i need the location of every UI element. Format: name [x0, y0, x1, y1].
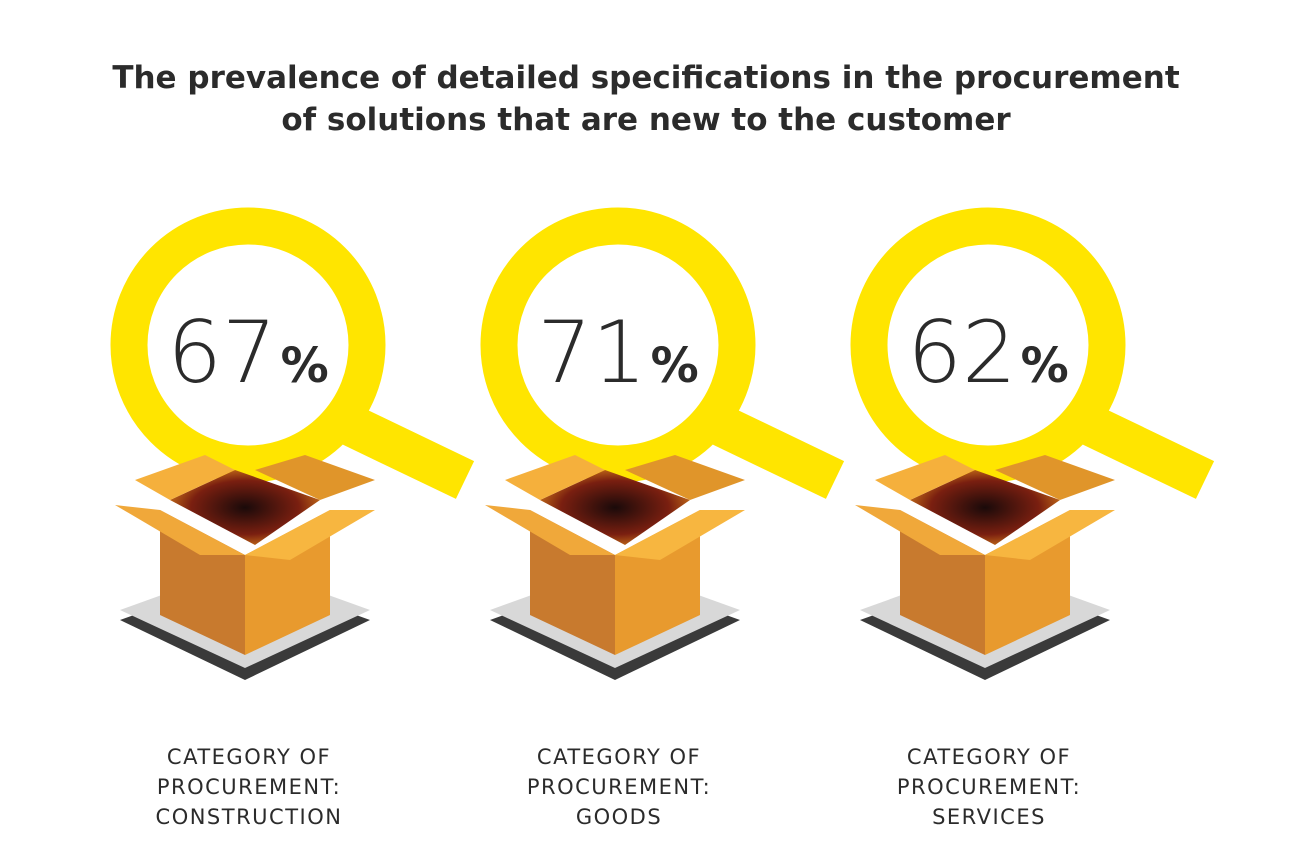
- flap: [245, 510, 375, 560]
- category-label: GOODS: [576, 805, 662, 829]
- category-label: SERVICES: [932, 805, 1046, 829]
- flap: [115, 505, 245, 555]
- category-label: PROCUREMENT:: [527, 775, 711, 799]
- title-line: The prevalence of detailed specification…: [112, 60, 1179, 96]
- flap: [855, 505, 985, 555]
- flap: [875, 455, 975, 500]
- box-hole: [540, 470, 690, 545]
- magnifier-handle: [330, 401, 475, 499]
- unit: %: [651, 338, 699, 394]
- category-label: PROCUREMENT:: [157, 775, 341, 799]
- value: 62: [907, 303, 1016, 403]
- item: 71% CATEGORY OF PROCUREMENT: GOODS: [480, 207, 845, 829]
- flap: [615, 510, 745, 560]
- flap: [995, 455, 1115, 500]
- item: 62% CATEGORY OF PROCUREMENT: SERVICES: [850, 207, 1215, 829]
- category-label: CATEGORY OF: [537, 745, 701, 769]
- box-hole: [170, 470, 320, 545]
- category-label: CATEGORY OF: [907, 745, 1071, 769]
- flap: [985, 510, 1115, 560]
- magnifier-handle: [700, 401, 845, 499]
- title-line: of solutions that are new to the custome…: [281, 102, 1011, 138]
- flap: [135, 455, 235, 500]
- unit: %: [281, 338, 329, 394]
- magnifier-ring: [480, 207, 756, 483]
- flap: [625, 455, 745, 500]
- value-text: 67%: [167, 303, 329, 403]
- value-text: 71%: [537, 303, 699, 403]
- value: 67: [167, 303, 276, 403]
- flap: [255, 455, 375, 500]
- magnifier-ring: [850, 207, 1126, 483]
- category-label: CATEGORY OF: [167, 745, 331, 769]
- value-text: 62%: [907, 303, 1069, 403]
- flap: [505, 455, 605, 500]
- value: 71: [537, 303, 646, 403]
- item: 67% CATEGORY OF PROCUREMENT: CONSTRUCTION: [110, 207, 475, 829]
- box-hole: [910, 470, 1060, 545]
- magnifier-ring: [110, 207, 386, 483]
- flap: [485, 505, 615, 555]
- category-label: CONSTRUCTION: [156, 805, 343, 829]
- unit: %: [1021, 338, 1069, 394]
- magnifier-handle: [1070, 401, 1215, 499]
- category-label: PROCUREMENT:: [897, 775, 1081, 799]
